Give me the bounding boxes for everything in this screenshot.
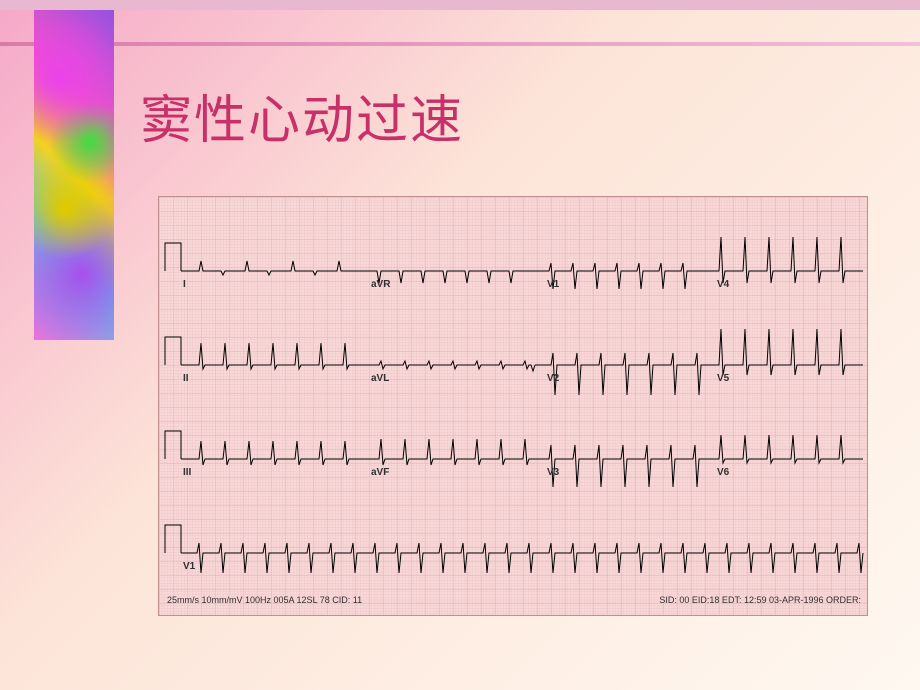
lead-label-V4: V4 bbox=[717, 279, 729, 290]
ecg-trace-row2 bbox=[159, 325, 869, 405]
decorative-sidebar bbox=[34, 10, 114, 340]
ecg-chart: I aVR V1 V4 II aVL V2 V5 bbox=[158, 196, 868, 616]
ecg-trace-row3 bbox=[159, 419, 869, 499]
lead-label-I: I bbox=[183, 279, 186, 290]
ecg-footer-right: SID: 00 EID:18 EDT: 12:59 03-APR-1996 OR… bbox=[659, 595, 861, 605]
ecg-row-2: II aVL V2 V5 bbox=[159, 325, 867, 405]
lead-label-V3: V3 bbox=[547, 467, 559, 478]
lead-label-III: III bbox=[183, 467, 191, 478]
ecg-trace-rhythm bbox=[159, 513, 869, 593]
lead-label-rhythm-V1: V1 bbox=[183, 561, 195, 572]
lead-label-V5: V5 bbox=[717, 373, 729, 384]
ecg-trace-row1 bbox=[159, 231, 869, 311]
title-accent-bar bbox=[0, 42, 920, 46]
slide-title: 窦性心动过速 bbox=[140, 78, 464, 153]
lead-label-II: II bbox=[183, 373, 189, 384]
ecg-row-1: I aVR V1 V4 bbox=[159, 231, 867, 311]
lead-label-V1: V1 bbox=[547, 279, 559, 290]
lead-label-aVR: aVR bbox=[371, 279, 390, 290]
ecg-row-4: V1 bbox=[159, 513, 867, 593]
lead-label-V2: V2 bbox=[547, 373, 559, 384]
lead-label-aVF: aVF bbox=[371, 467, 389, 478]
ecg-row-3: III aVF V3 V6 bbox=[159, 419, 867, 499]
ecg-footer-left: 25mm/s 10mm/mV 100Hz 005A 12SL 78 CID: 1… bbox=[167, 595, 362, 605]
slide: 窦性心动过速 I aVR V1 V4 bbox=[0, 0, 920, 690]
lead-label-V6: V6 bbox=[717, 467, 729, 478]
top-bar bbox=[0, 0, 920, 10]
lead-label-aVL: aVL bbox=[371, 373, 389, 384]
